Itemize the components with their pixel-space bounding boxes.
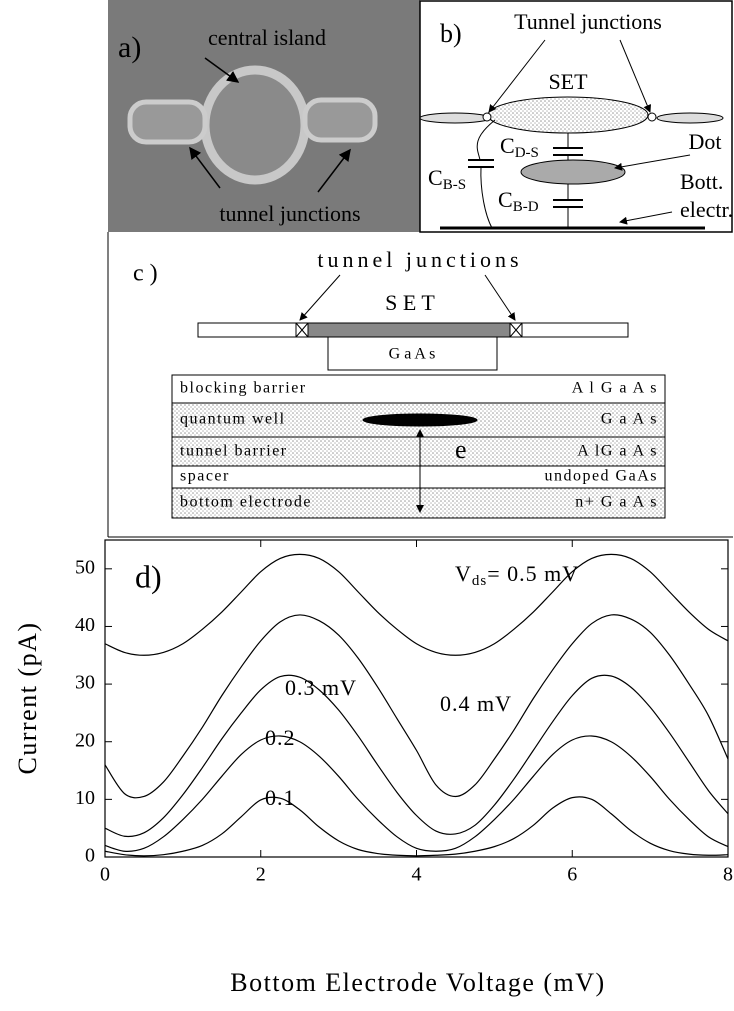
series-label: Vds= 0.5 mV: [455, 561, 579, 589]
series-label: 0.2: [265, 725, 296, 750]
y-tick-label: 40: [75, 614, 95, 636]
layer-name: tunnel barrier: [180, 443, 288, 460]
curve: [105, 797, 728, 856]
series-label-main: 0.3 mV: [285, 675, 357, 700]
y-tick-label: 20: [75, 729, 95, 751]
panel-label: a): [118, 31, 141, 64]
capacitor: CB-D: [498, 187, 539, 215]
curve: [105, 675, 728, 836]
curve: [105, 615, 728, 798]
x-tick-label: 4: [412, 864, 422, 886]
capacitor: CD-S: [500, 133, 539, 161]
x-tick-label: 6: [567, 864, 577, 886]
panel-label: d): [135, 558, 162, 594]
series-label: 0.3 mV: [285, 675, 357, 700]
lead: [130, 102, 205, 142]
layer-material: G a A s: [601, 411, 658, 428]
series-label-main: 0.4 mV: [440, 691, 512, 716]
series-label-main: 0.1: [265, 785, 296, 810]
x-tick-label: 2: [256, 864, 266, 886]
set-label: S E T: [385, 290, 435, 315]
panel-label: c ): [133, 261, 158, 287]
series-label-main: V: [455, 561, 472, 586]
panel-label: b): [440, 19, 462, 48]
layer-material: A lG a A s: [577, 443, 658, 460]
series-label: 0.4 mV: [440, 691, 512, 716]
figure: a) central island tunnel junctions b) Tu…: [0, 0, 734, 1011]
layer-name: bottom electrode: [180, 494, 312, 511]
layer-name: quantum well: [180, 411, 286, 428]
y-tick-label: 30: [75, 672, 95, 694]
dot-label: Dot: [689, 129, 722, 154]
annotation: Tunnel junctions: [514, 9, 662, 34]
layer-material: undoped GaAs: [544, 468, 658, 485]
y-tick-label: 10: [75, 787, 95, 809]
annotation: tunnel junctions: [219, 201, 360, 226]
plot-frame: [105, 540, 728, 857]
series-label-sub: ds: [472, 573, 487, 589]
bottom-label: electr.: [680, 197, 733, 222]
panel-a: a) central island tunnel junctions: [108, 0, 420, 232]
series-label-main: 0.2: [265, 725, 296, 750]
set-label: SET: [548, 69, 588, 94]
series-label: 0.1: [265, 785, 296, 810]
x-tick-label: 8: [723, 864, 733, 886]
layer-material: A l G a A s: [572, 380, 658, 397]
capacitor: CB-S: [428, 165, 466, 193]
electron-label: e: [455, 435, 467, 464]
annotation: tunnel junctions: [317, 247, 522, 272]
layer-name: blocking barrier: [180, 380, 307, 397]
curve: [105, 554, 728, 655]
layer-name: spacer: [180, 468, 230, 485]
y-axis-title: Current (pA): [13, 621, 42, 774]
lead: [305, 100, 375, 140]
island: [205, 70, 305, 180]
bottom-label: Bott.: [680, 169, 723, 194]
annotation: central island: [208, 25, 326, 50]
y-tick-label: 50: [75, 556, 95, 578]
y-tick-label: 0: [85, 845, 95, 867]
series-label-rest: = 0.5 mV: [487, 561, 579, 586]
plot: 0 10 20 30 40 50 0 2 4 6 8 0.1 0.2 0.3 mV 0.4 mV Vds= 0…: [75, 540, 733, 886]
layer-material: n+ G a A s: [575, 494, 658, 511]
x-axis-title: Bottom Electrode Voltage (mV): [230, 968, 605, 997]
x-tick-label: 0: [100, 864, 110, 886]
gaas-label: G a A s: [389, 346, 436, 363]
